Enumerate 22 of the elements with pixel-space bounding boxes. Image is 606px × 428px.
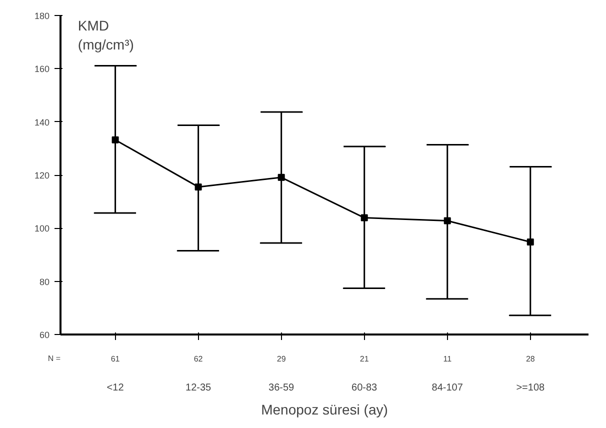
x-axis-title: Menopoz süresi (ay) — [261, 402, 388, 418]
y-tick-label: 160 — [34, 64, 50, 74]
y-tick-label: 80 — [39, 276, 50, 287]
text: 61 — [110, 354, 120, 364]
x-tick-label: <12 — [106, 382, 124, 394]
y-tick-label: 180 — [34, 11, 50, 21]
y-axis-title: KMD (mg/cm³) — [78, 18, 134, 53]
text: 62 — [194, 354, 204, 364]
y-tick-label: 140 — [34, 117, 50, 128]
x-tick-label: >=108 — [516, 382, 546, 394]
text: N = — [48, 354, 61, 363]
y-tick-label: 120 — [34, 170, 50, 180]
x-tick-label: 84-107 — [432, 382, 464, 394]
x-tick-label: 12-35 — [186, 382, 212, 394]
text: 11 — [443, 354, 452, 364]
y-tick-label: 100 — [34, 224, 50, 234]
y-tick-label: 60 — [39, 330, 50, 340]
text: 21 — [360, 354, 370, 364]
text: 28 — [526, 354, 536, 364]
x-tick-label: 60-83 — [352, 382, 378, 394]
x-tick-label: 36-59 — [268, 382, 295, 394]
text: 29 — [276, 354, 286, 364]
